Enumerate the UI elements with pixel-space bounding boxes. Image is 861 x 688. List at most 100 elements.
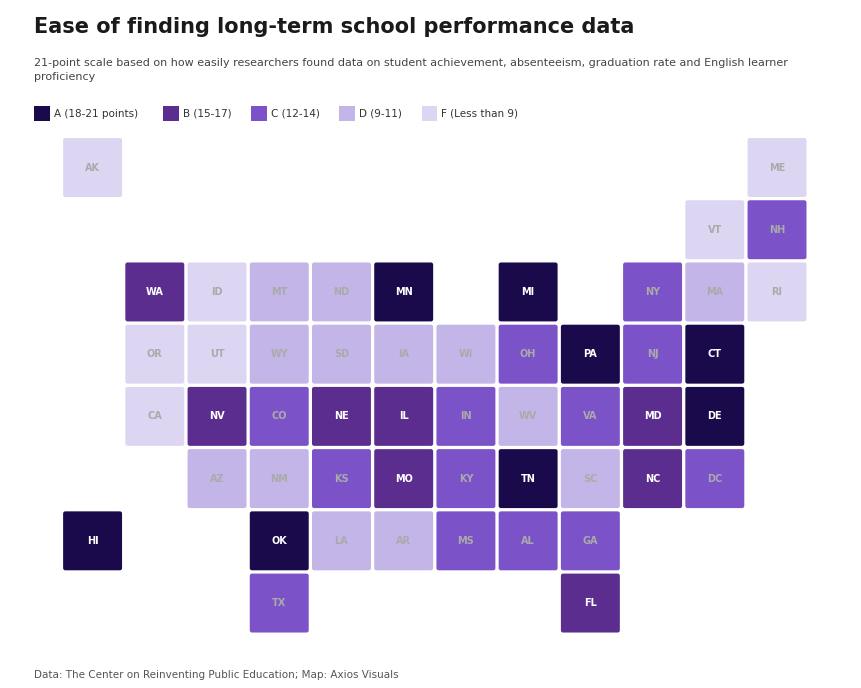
Text: MI: MI bbox=[522, 287, 535, 297]
Text: NJ: NJ bbox=[647, 350, 659, 359]
FancyBboxPatch shape bbox=[499, 449, 558, 508]
FancyBboxPatch shape bbox=[188, 387, 246, 446]
Text: NH: NH bbox=[769, 225, 785, 235]
Text: Data: The Center on Reinventing Public Education; Map: Axios Visuals: Data: The Center on Reinventing Public E… bbox=[34, 669, 399, 680]
FancyBboxPatch shape bbox=[312, 449, 371, 508]
FancyBboxPatch shape bbox=[685, 200, 744, 259]
Text: WV: WV bbox=[519, 411, 537, 421]
Text: SC: SC bbox=[583, 473, 598, 484]
Text: A (18-21 points): A (18-21 points) bbox=[54, 109, 139, 118]
FancyBboxPatch shape bbox=[375, 325, 433, 384]
FancyBboxPatch shape bbox=[437, 511, 495, 570]
FancyBboxPatch shape bbox=[623, 325, 682, 384]
FancyBboxPatch shape bbox=[188, 263, 246, 321]
Text: MA: MA bbox=[706, 287, 723, 297]
FancyBboxPatch shape bbox=[561, 574, 620, 632]
Text: IA: IA bbox=[398, 350, 409, 359]
Text: ME: ME bbox=[769, 162, 785, 173]
Text: CO: CO bbox=[271, 411, 287, 421]
Text: UT: UT bbox=[210, 350, 225, 359]
Text: D (9-11): D (9-11) bbox=[359, 109, 402, 118]
FancyBboxPatch shape bbox=[685, 325, 744, 384]
Text: AZ: AZ bbox=[210, 473, 225, 484]
Text: OK: OK bbox=[271, 536, 287, 546]
FancyBboxPatch shape bbox=[437, 325, 495, 384]
Text: C (12-14): C (12-14) bbox=[271, 109, 320, 118]
FancyBboxPatch shape bbox=[312, 511, 371, 570]
FancyBboxPatch shape bbox=[747, 263, 807, 321]
FancyBboxPatch shape bbox=[250, 263, 309, 321]
Text: NY: NY bbox=[645, 287, 660, 297]
FancyBboxPatch shape bbox=[561, 387, 620, 446]
FancyBboxPatch shape bbox=[561, 325, 620, 384]
FancyBboxPatch shape bbox=[312, 325, 371, 384]
FancyBboxPatch shape bbox=[126, 325, 184, 384]
FancyBboxPatch shape bbox=[499, 387, 558, 446]
Text: MO: MO bbox=[394, 473, 412, 484]
FancyBboxPatch shape bbox=[747, 200, 807, 259]
Text: MN: MN bbox=[395, 287, 412, 297]
FancyBboxPatch shape bbox=[312, 387, 371, 446]
Text: NM: NM bbox=[270, 473, 288, 484]
FancyBboxPatch shape bbox=[623, 387, 682, 446]
Text: VA: VA bbox=[583, 411, 598, 421]
Text: NC: NC bbox=[645, 473, 660, 484]
Text: LA: LA bbox=[335, 536, 349, 546]
Text: ID: ID bbox=[211, 287, 223, 297]
Text: IN: IN bbox=[460, 411, 472, 421]
Text: OR: OR bbox=[147, 350, 163, 359]
FancyBboxPatch shape bbox=[561, 449, 620, 508]
FancyBboxPatch shape bbox=[312, 263, 371, 321]
Text: DE: DE bbox=[708, 411, 722, 421]
FancyBboxPatch shape bbox=[375, 263, 433, 321]
Text: AR: AR bbox=[396, 536, 412, 546]
Text: 21-point scale based on how easily researchers found data on student achievement: 21-point scale based on how easily resea… bbox=[34, 58, 789, 82]
FancyBboxPatch shape bbox=[126, 263, 184, 321]
Text: Ease of finding long-term school performance data: Ease of finding long-term school perform… bbox=[34, 17, 635, 37]
FancyBboxPatch shape bbox=[63, 511, 122, 570]
FancyBboxPatch shape bbox=[685, 263, 744, 321]
Text: FL: FL bbox=[584, 598, 597, 608]
FancyBboxPatch shape bbox=[437, 449, 495, 508]
Text: TX: TX bbox=[272, 598, 287, 608]
Text: VT: VT bbox=[708, 225, 722, 235]
Text: SD: SD bbox=[334, 350, 349, 359]
FancyBboxPatch shape bbox=[250, 574, 309, 632]
FancyBboxPatch shape bbox=[250, 387, 309, 446]
FancyBboxPatch shape bbox=[188, 325, 246, 384]
Text: PA: PA bbox=[584, 350, 598, 359]
FancyBboxPatch shape bbox=[747, 138, 807, 197]
Text: AL: AL bbox=[521, 536, 535, 546]
Text: HI: HI bbox=[87, 536, 98, 546]
FancyBboxPatch shape bbox=[499, 263, 558, 321]
Text: NV: NV bbox=[209, 411, 225, 421]
FancyBboxPatch shape bbox=[561, 511, 620, 570]
FancyBboxPatch shape bbox=[437, 387, 495, 446]
Text: RI: RI bbox=[771, 287, 783, 297]
Text: OH: OH bbox=[520, 350, 536, 359]
Text: KS: KS bbox=[334, 473, 349, 484]
FancyBboxPatch shape bbox=[375, 387, 433, 446]
FancyBboxPatch shape bbox=[63, 138, 122, 197]
Text: NE: NE bbox=[334, 411, 349, 421]
Text: DC: DC bbox=[707, 473, 722, 484]
Text: MT: MT bbox=[271, 287, 288, 297]
Text: KY: KY bbox=[459, 473, 474, 484]
FancyBboxPatch shape bbox=[499, 511, 558, 570]
Text: CT: CT bbox=[708, 350, 722, 359]
Text: TN: TN bbox=[521, 473, 536, 484]
Text: AK: AK bbox=[85, 162, 100, 173]
FancyBboxPatch shape bbox=[499, 325, 558, 384]
FancyBboxPatch shape bbox=[685, 449, 744, 508]
Text: WA: WA bbox=[146, 287, 164, 297]
FancyBboxPatch shape bbox=[250, 511, 309, 570]
Text: GA: GA bbox=[583, 536, 598, 546]
Text: WI: WI bbox=[459, 350, 473, 359]
Text: MD: MD bbox=[644, 411, 661, 421]
FancyBboxPatch shape bbox=[623, 263, 682, 321]
Text: F (Less than 9): F (Less than 9) bbox=[442, 109, 518, 118]
FancyBboxPatch shape bbox=[250, 325, 309, 384]
FancyBboxPatch shape bbox=[623, 449, 682, 508]
FancyBboxPatch shape bbox=[375, 449, 433, 508]
Text: IL: IL bbox=[399, 411, 409, 421]
